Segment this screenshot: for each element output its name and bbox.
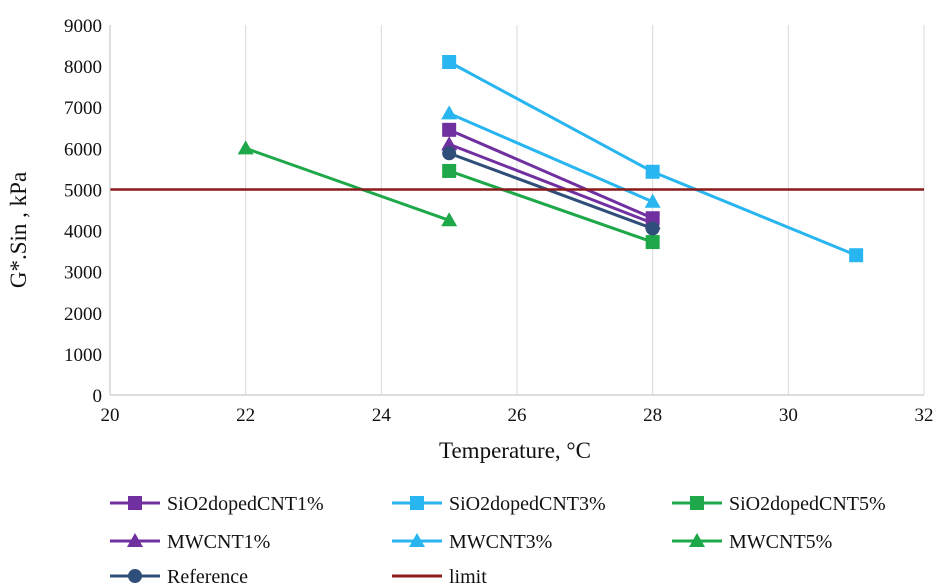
y-tick-label: 7000	[64, 98, 102, 119]
legend-item: SiO2dopedCNT5%	[672, 493, 886, 515]
y-tick-label: 2000	[64, 304, 102, 325]
series-line	[448, 142, 654, 225]
legend-label: SiO2dopedCNT5%	[729, 493, 886, 515]
legend-swatch-marker	[409, 533, 425, 547]
legend-item: SiO2dopedCNT3%	[392, 493, 606, 515]
legend-swatch-marker	[127, 533, 143, 547]
series-sio2dopedcnt5-	[442, 163, 660, 250]
series-mwcnt3-	[441, 105, 661, 208]
x-tick-label: 22	[236, 405, 255, 426]
y-tick-label: 6000	[64, 139, 102, 160]
series-line	[245, 146, 450, 222]
data-point	[442, 146, 457, 161]
legend-label: MWCNT1%	[167, 531, 270, 553]
legend-item: limit	[392, 566, 487, 586]
legend-item: MWCNT5%	[672, 531, 832, 553]
y-tick-label: 1000	[64, 345, 102, 366]
legend-label: MWCNT5%	[729, 531, 832, 553]
series-layer	[110, 55, 924, 263]
x-tick-label: 24	[372, 405, 392, 426]
x-tick-label: 30	[779, 405, 798, 426]
legend-item: Reference	[110, 566, 248, 586]
series-mwcnt1-	[441, 136, 661, 230]
legend: SiO2dopedCNT1% SiO2dopedCNT3% SiO2dopedCNT…	[110, 493, 886, 586]
legend-swatch-marker	[690, 496, 704, 510]
legend-label: limit	[449, 566, 487, 586]
y-axis-title: G*.Sin , kPa	[6, 172, 31, 288]
grid	[245, 25, 925, 395]
data-point	[441, 105, 458, 120]
legend-item: MWCNT3%	[392, 531, 552, 553]
data-point	[442, 163, 457, 178]
legend-label: SiO2dopedCNT1%	[167, 493, 324, 515]
y-tick-label: 8000	[64, 57, 102, 78]
series-mwcnt5-	[237, 140, 458, 227]
legend-swatch-marker	[410, 496, 424, 510]
x-axis-title: Temperature, °C	[439, 438, 591, 463]
x-tick-label: 20	[101, 405, 120, 426]
data-point	[441, 212, 458, 227]
series-sio2dopedcnt1-	[442, 122, 660, 226]
data-point	[849, 248, 864, 263]
y-tick-label: 4000	[64, 222, 102, 243]
series-line	[448, 112, 654, 204]
data-point	[441, 136, 458, 151]
x-tick-label: 32	[915, 405, 934, 426]
legend-label: Reference	[167, 566, 248, 586]
legend-label: MWCNT3%	[449, 531, 552, 553]
series-line	[448, 169, 654, 244]
data-point	[237, 140, 254, 155]
data-point	[645, 221, 660, 236]
series-sio2dopedcnt3-	[442, 55, 864, 263]
x-tick-label: 28	[643, 405, 662, 426]
legend-item: SiO2dopedCNT1%	[110, 493, 324, 515]
data-point	[442, 55, 457, 69]
y-tick-label: 5000	[64, 180, 102, 201]
y-tick-label: 9000	[64, 16, 102, 37]
x-tick-label: 26	[508, 405, 527, 426]
data-point	[645, 164, 660, 179]
data-point	[644, 193, 661, 208]
legend-label: SiO2dopedCNT3%	[449, 493, 606, 515]
legend-swatch-marker	[128, 569, 142, 583]
y-tick-label: 0	[93, 386, 103, 407]
series-line	[448, 151, 654, 230]
legend-swatch-marker	[128, 496, 142, 510]
series-line	[448, 128, 654, 220]
series-reference	[442, 146, 660, 236]
legend-swatch-marker	[689, 533, 705, 547]
legend-item: MWCNT1%	[110, 531, 270, 553]
data-point	[442, 122, 457, 137]
axes: 0 1000 2000 3000 4000 5000 6000 7000 8000 9000 20 2…	[64, 16, 934, 426]
data-point	[645, 235, 660, 250]
y-tick-label: 3000	[64, 263, 102, 284]
